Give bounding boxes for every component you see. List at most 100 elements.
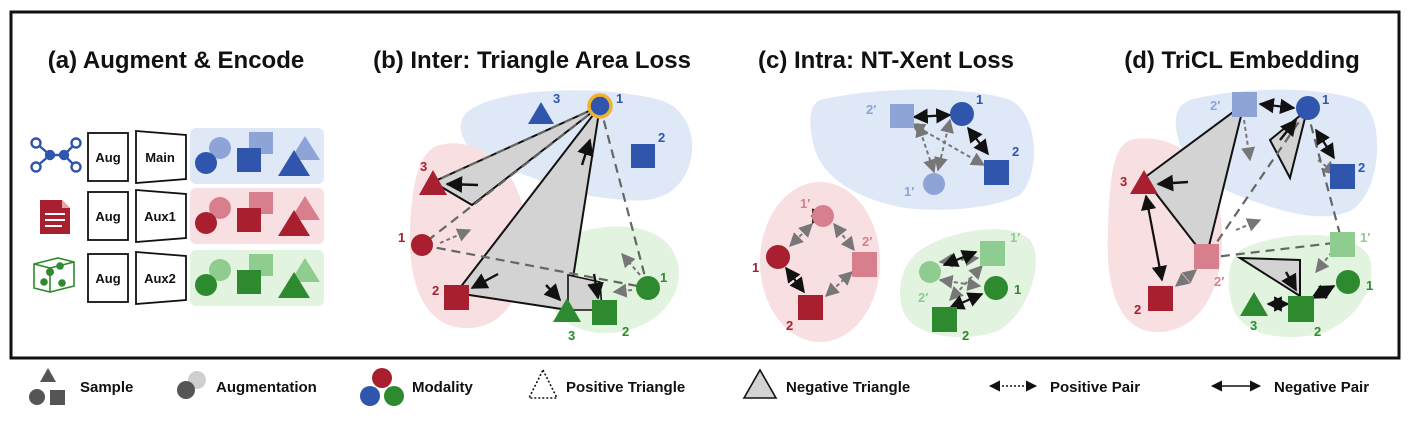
blue-triangle-node — [528, 102, 554, 124]
svg-text:Aug: Aug — [95, 209, 120, 224]
panel-d: (d) TriCL Embedding — [1107, 47, 1378, 339]
svg-text:Negative Triangle: Negative Triangle — [786, 379, 910, 396]
green-square-node — [1288, 296, 1314, 322]
node-label: 1 — [752, 260, 759, 275]
red-circle-aug — [812, 205, 834, 227]
svg-text:Aug: Aug — [95, 150, 120, 165]
node-label: 1 — [1014, 282, 1021, 297]
green-square-aug — [980, 241, 1005, 266]
red-square-node — [1148, 286, 1173, 311]
svg-text:Positive Pair: Positive Pair — [1050, 379, 1140, 396]
encoder-main: Main — [135, 130, 187, 184]
svg-text:Aux2: Aux2 — [144, 271, 176, 286]
green-circle-aug — [919, 261, 941, 283]
node-label: 2 — [962, 328, 969, 343]
legend: Sample Augmentation Modality Positive Tr… — [29, 368, 1369, 406]
node-label: 1 — [1366, 278, 1373, 293]
panel-a-title: (a) Augment & Encode — [48, 47, 304, 74]
embedding-row-main — [190, 128, 324, 184]
node-label: 1 — [398, 230, 405, 245]
svg-text:Sample: Sample — [80, 379, 133, 396]
svg-text:Positive Triangle: Positive Triangle — [566, 379, 685, 396]
red-square-node — [444, 285, 469, 310]
legend-positive-triangle: Positive Triangle — [527, 368, 685, 399]
svg-text:Aug: Aug — [95, 271, 120, 286]
node-label: 1 — [1322, 92, 1329, 107]
node-label: 3 — [420, 159, 427, 174]
blue-square-aug — [890, 104, 914, 128]
red-square-aug — [1194, 244, 1219, 269]
legend-augmentation: Augmentation — [177, 371, 317, 399]
red-square-node — [798, 295, 823, 320]
blue-square-node — [631, 144, 655, 168]
node-label: 2 — [432, 283, 439, 298]
node-label: 3 — [553, 91, 560, 106]
panel-c: (c) Intra: NT-Xent Loss — [752, 47, 1036, 343]
negative-pairs — [785, 108, 989, 310]
blue-square-node — [984, 160, 1009, 185]
svg-text:Modality: Modality — [412, 379, 473, 396]
node-label: 1 — [660, 270, 667, 285]
figure-frame — [9, 10, 1401, 360]
negative-pair-arrow — [587, 273, 604, 300]
node-label: 1′ — [800, 196, 810, 211]
red-circle-node — [411, 234, 433, 256]
red-triangle-node — [419, 170, 447, 195]
panel-d-title: (d) TriCL Embedding — [1124, 47, 1360, 74]
node-label: 2′ — [1214, 274, 1224, 289]
positive-pairs — [1174, 119, 1338, 287]
negative-pair-arrow — [543, 283, 562, 302]
node-label: 1 — [616, 91, 623, 106]
red-region — [760, 182, 880, 342]
svg-text:Main: Main — [145, 150, 175, 165]
node-label: 2′ — [862, 234, 872, 249]
red-square-aug — [852, 252, 877, 277]
negative-pair-arrow — [1279, 118, 1298, 141]
node-label: 1′ — [1010, 230, 1020, 245]
positive-triangle-edges — [421, 104, 650, 290]
green-circle-node — [636, 276, 660, 300]
green-circle-node — [1336, 270, 1360, 294]
node-label: 3 — [568, 328, 575, 343]
green-triangle-node — [1240, 292, 1268, 316]
legend-negative-triangle: Negative Triangle — [742, 368, 910, 399]
panel-a: (a) Augment & Encode Aug Main — [30, 47, 324, 306]
green-square-node — [592, 300, 617, 325]
node-label: 1 — [976, 92, 983, 107]
red-circle-node — [766, 245, 790, 269]
svg-text:Negative Pair: Negative Pair — [1274, 379, 1369, 396]
panel-c-title: (c) Intra: NT-Xent Loss — [758, 47, 1014, 74]
blue-circle-node-highlighted — [587, 93, 613, 119]
document-icon — [40, 200, 70, 234]
legend-sample: Sample — [29, 368, 133, 405]
3d-molecule-icon — [33, 257, 75, 293]
node-label: 2′ — [1210, 98, 1220, 113]
negative-pair-arrow — [577, 138, 594, 166]
legend-negative-pair: Negative Pair — [1210, 379, 1369, 396]
encoder-aux2: Aux2 — [135, 251, 187, 305]
embedding-row-aux1 — [190, 188, 324, 244]
blue-circle-node — [1296, 96, 1320, 120]
green-triangle-node — [553, 298, 581, 322]
node-label: 1′ — [904, 184, 914, 199]
panel-b-title: (b) Inter: Triangle Area Loss — [373, 47, 691, 74]
node-label: 2′ — [866, 102, 876, 117]
positive-triangle-edges — [1205, 109, 1344, 260]
aug-box-aux1: Aug — [87, 191, 129, 241]
negative-pair-arrow — [470, 272, 499, 290]
node-label: 2 — [1314, 324, 1321, 339]
node-label: 1′ — [1360, 230, 1370, 245]
svg-text:Aux1: Aux1 — [144, 209, 176, 224]
blue-circle-aug — [923, 173, 945, 195]
legend-positive-pair: Positive Pair — [988, 379, 1140, 396]
aug-box-aux2: Aug — [87, 253, 129, 303]
negative-pairs — [1141, 97, 1336, 312]
blue-circle-node — [950, 102, 974, 126]
green-square-node — [932, 307, 957, 332]
green-square-aug — [1330, 232, 1355, 257]
embedding-row-aux2 — [190, 250, 324, 306]
positive-pair-arrow — [621, 252, 641, 276]
node-label: 2 — [1012, 144, 1019, 159]
node-label: 3 — [1250, 318, 1257, 333]
